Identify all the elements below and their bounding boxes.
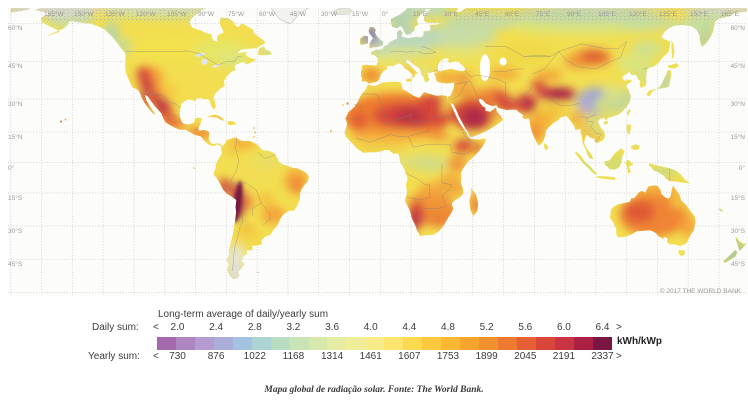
- svg-text:105°E: 105°E: [598, 10, 616, 18]
- svg-text:30°E: 30°E: [444, 10, 459, 18]
- svg-text:45°S: 45°S: [8, 260, 23, 268]
- svg-text:30°N: 30°N: [8, 100, 23, 108]
- svg-text:135°E: 135°E: [659, 10, 677, 18]
- svg-text:75°W: 75°W: [228, 10, 245, 18]
- svg-text:60°N: 60°N: [730, 24, 745, 32]
- svg-text:30°N: 30°N: [730, 100, 745, 108]
- svg-text:45°S: 45°S: [731, 260, 746, 268]
- svg-text:120°E: 120°E: [629, 10, 647, 18]
- svg-text:75°E: 75°E: [536, 10, 551, 18]
- svg-text:45°N: 45°N: [8, 62, 23, 70]
- svg-text:15°N: 15°N: [730, 133, 745, 141]
- svg-text:60°N: 60°N: [8, 24, 23, 32]
- svg-text:45°W: 45°W: [290, 10, 307, 18]
- svg-text:60°W: 60°W: [259, 10, 276, 18]
- svg-text:105°W: 105°W: [167, 10, 187, 18]
- svg-text:30°S: 30°S: [731, 227, 746, 235]
- svg-text:165°W: 165°W: [44, 10, 64, 18]
- svg-text:0°: 0°: [739, 164, 746, 172]
- svg-text:15°S: 15°S: [8, 194, 23, 202]
- svg-text:30°W: 30°W: [321, 10, 338, 18]
- svg-text:45°E: 45°E: [475, 10, 490, 18]
- svg-text:120°W: 120°W: [136, 10, 156, 18]
- svg-text:15°W: 15°W: [352, 10, 369, 18]
- svg-text:45°N: 45°N: [730, 62, 745, 70]
- svg-text:30°S: 30°S: [8, 227, 23, 235]
- svg-text:15°E: 15°E: [413, 10, 428, 18]
- svg-text:150°W: 150°W: [74, 10, 94, 18]
- svg-text:© 2017 THE WORLD BANK: © 2017 THE WORLD BANK: [660, 287, 742, 295]
- svg-text:60°E: 60°E: [505, 10, 520, 18]
- svg-text:90°W: 90°W: [198, 10, 215, 18]
- svg-text:150°E: 150°E: [690, 10, 708, 18]
- svg-text:165°E: 165°E: [721, 10, 739, 18]
- svg-text:90°E: 90°E: [567, 10, 582, 18]
- svg-text:0°: 0°: [8, 164, 15, 172]
- svg-text:135°W: 135°W: [105, 10, 125, 18]
- svg-text:0°: 0°: [382, 10, 389, 18]
- svg-text:15°S: 15°S: [731, 194, 746, 202]
- svg-text:15°N: 15°N: [8, 133, 23, 141]
